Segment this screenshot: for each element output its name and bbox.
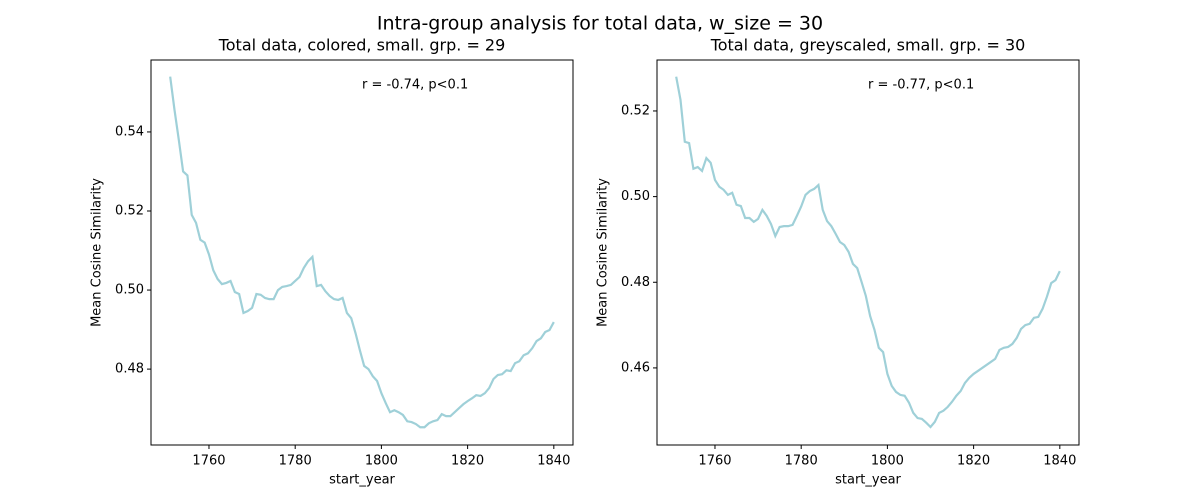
axes-title: Total data, greyscaled, small. grp. = 30: [710, 36, 1026, 55]
x-tick-label: 1800: [871, 454, 904, 469]
x-tick-label: 1820: [957, 454, 990, 469]
x-tick-label: 1840: [1043, 454, 1076, 469]
annotation: r = -0.77, p<0.1: [868, 78, 974, 93]
y-tick-label: 0.52: [621, 103, 650, 118]
x-tick-label: 1760: [698, 454, 731, 469]
x-tick-label: 1840: [537, 454, 570, 469]
annotation: r = -0.74, p<0.1: [362, 78, 468, 93]
x-tick-label: 1780: [279, 454, 312, 469]
y-tick-label: 0.50: [115, 283, 144, 298]
y-axis-label: Mean Cosine Similarity: [90, 178, 105, 327]
x-axis-label: start_year: [835, 473, 901, 488]
x-axis-label: start_year: [329, 473, 395, 488]
line-series: [169, 76, 555, 429]
line-series: [675, 76, 1061, 429]
y-tick-label: 0.48: [115, 362, 144, 377]
y-tick-label: 0.48: [621, 275, 650, 290]
x-tick-label: 1780: [785, 454, 818, 469]
y-axis-label: Mean Cosine Similarity: [596, 178, 611, 327]
y-tick-label: 0.54: [115, 124, 144, 139]
y-tick-label: 0.46: [621, 360, 650, 375]
x-tick-label: 1800: [365, 454, 398, 469]
y-tick-label: 0.50: [621, 189, 650, 204]
figure-title: Intra-group analysis for total data, w_s…: [377, 13, 823, 35]
axes-frame: [656, 59, 1080, 446]
y-tick-label: 0.52: [115, 203, 144, 218]
x-tick-label: 1760: [192, 454, 225, 469]
x-tick-label: 1820: [451, 454, 484, 469]
axes-frame: [150, 59, 574, 446]
axes-title: Total data, colored, small. grp. = 29: [218, 36, 506, 55]
